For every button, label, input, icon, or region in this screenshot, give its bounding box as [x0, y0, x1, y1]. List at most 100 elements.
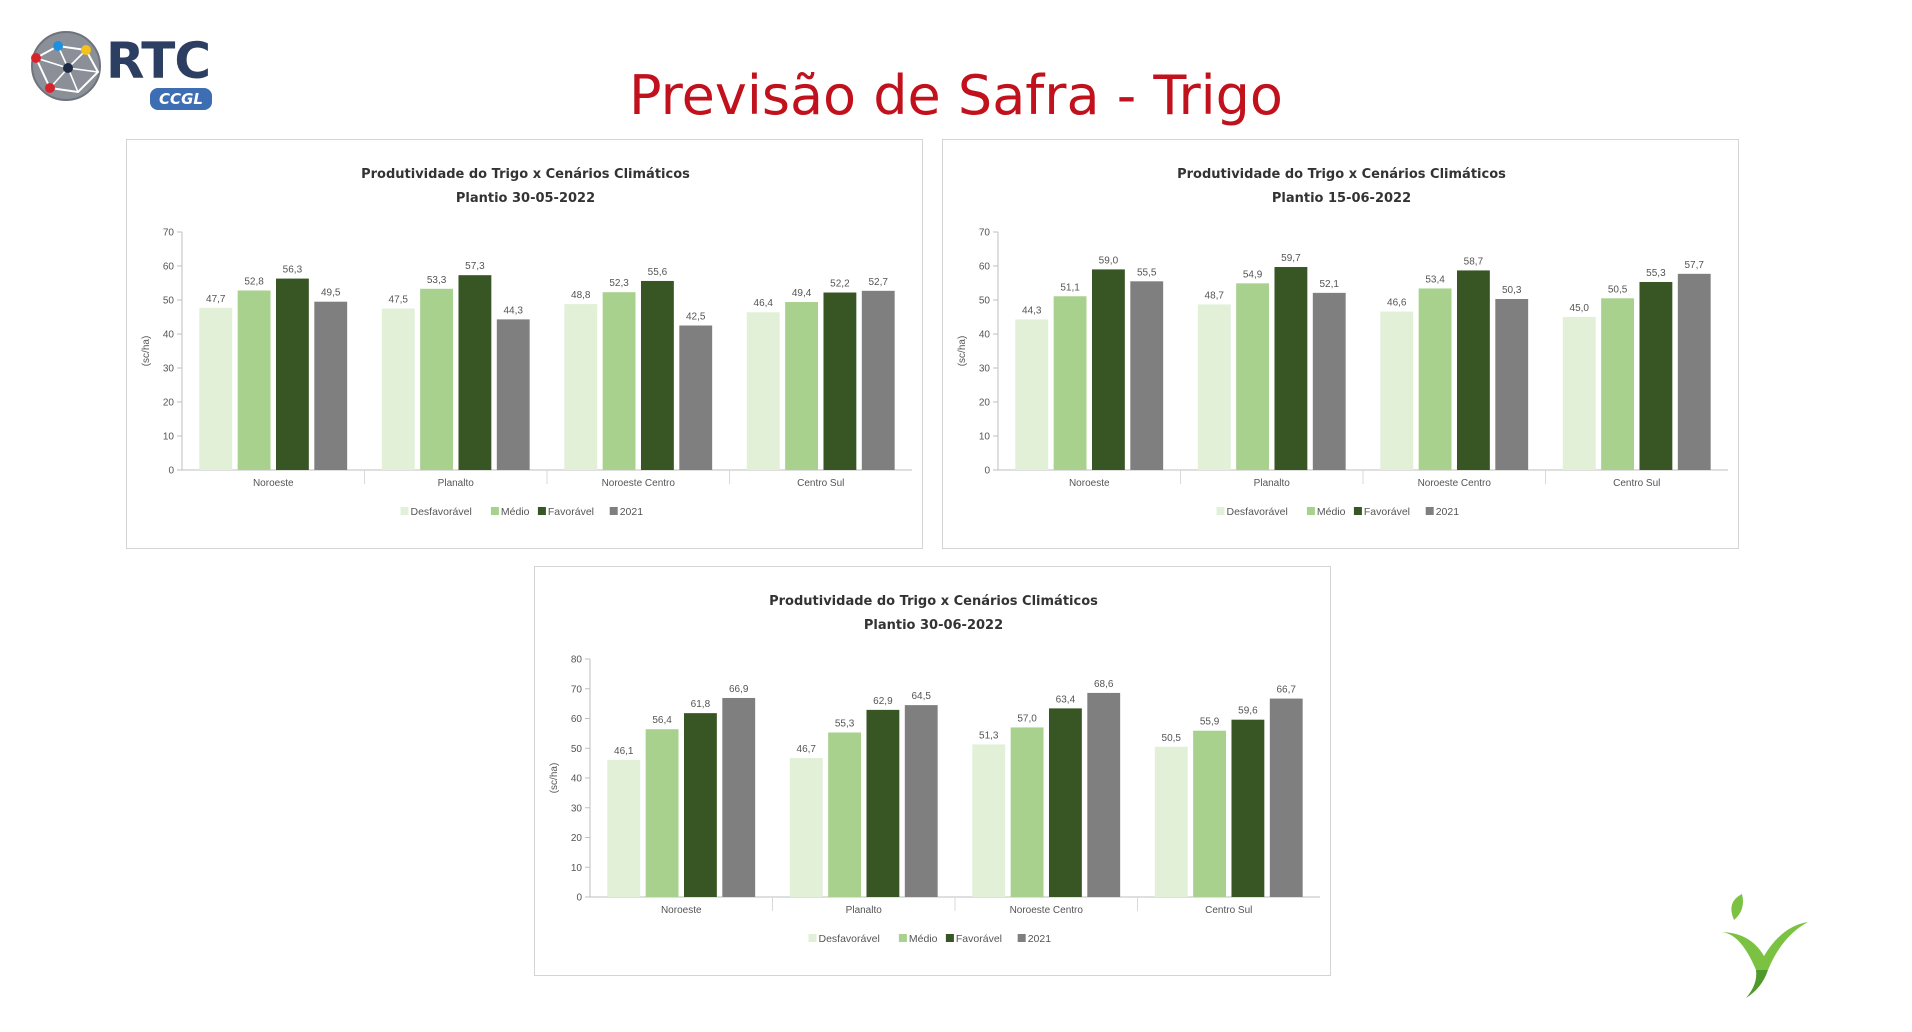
- data-label: 66,7: [1277, 685, 1297, 696]
- y-tick-label: 10: [979, 432, 991, 443]
- data-label: 55,6: [648, 267, 668, 278]
- bar: [866, 709, 900, 897]
- data-label: 55,3: [835, 718, 855, 729]
- y-tick-label: 70: [571, 684, 583, 695]
- bar: [679, 325, 713, 470]
- bar-chart-plantio-30-05: Produtividade do Trigo x Cenários Climát…: [141, 167, 912, 518]
- x-tick-label: Planalto: [438, 478, 475, 489]
- y-tick-label: 40: [571, 774, 583, 785]
- legend-label: Desfavorável: [819, 933, 880, 945]
- chart-panel-3: Produtividade do Trigo x Cenários Climát…: [534, 566, 1331, 976]
- bar: [1418, 288, 1452, 470]
- legend-label: Médio: [1317, 506, 1346, 518]
- legend-swatch: [1216, 507, 1225, 515]
- x-tick-label: Centro Sul: [1613, 478, 1660, 489]
- data-label: 45,0: [1570, 303, 1590, 314]
- y-tick-label: 30: [571, 803, 583, 814]
- data-label: 42,5: [686, 312, 706, 323]
- y-tick-label: 40: [163, 330, 175, 341]
- legend-label: Médio: [909, 933, 938, 945]
- y-tick-label: 20: [979, 398, 991, 409]
- bar: [1087, 692, 1121, 897]
- bar: [1015, 319, 1049, 470]
- data-label: 64,5: [912, 691, 932, 702]
- bar: [683, 713, 717, 897]
- chart-title: Produtividade do Trigo x Cenários Climát…: [1177, 167, 1506, 182]
- y-tick-label: 80: [571, 655, 583, 666]
- chart-subtitle: Plantio 15-06-2022: [1272, 191, 1411, 206]
- bar: [420, 288, 454, 470]
- y-tick-label: 30: [979, 364, 991, 375]
- legend-swatch: [808, 934, 817, 942]
- bar: [861, 290, 895, 470]
- bar: [645, 729, 679, 897]
- data-label: 63,4: [1056, 694, 1076, 705]
- bar: [1312, 292, 1346, 470]
- y-tick-label: 50: [571, 744, 583, 755]
- data-label: 46,1: [614, 746, 634, 757]
- data-label: 62,9: [873, 696, 893, 707]
- x-tick-label: Centro Sul: [1205, 905, 1252, 916]
- x-tick-label: Noroeste Centro: [1010, 905, 1084, 916]
- page-title: Previsão de Safra - Trigo: [629, 64, 1283, 127]
- x-tick-label: Planalto: [846, 905, 883, 916]
- bar: [1380, 311, 1414, 470]
- data-label: 52,2: [830, 279, 850, 290]
- legend-label: 2021: [620, 506, 644, 518]
- bar: [607, 759, 641, 897]
- data-label: 48,8: [571, 290, 591, 301]
- y-tick-label: 0: [168, 466, 174, 477]
- y-tick-label: 30: [163, 364, 175, 375]
- y-tick-label: 10: [163, 432, 175, 443]
- y-tick-label: 10: [571, 863, 583, 874]
- data-label: 58,7: [1464, 256, 1484, 267]
- bar: [564, 304, 598, 470]
- y-tick-label: 60: [979, 262, 991, 273]
- data-label: 49,4: [792, 288, 812, 299]
- bar: [1091, 269, 1125, 470]
- data-label: 52,3: [609, 278, 629, 289]
- y-tick-label: 20: [571, 833, 583, 844]
- bar: [1601, 298, 1635, 470]
- legend-label: Desfavorável: [1227, 506, 1288, 518]
- y-tick-label: 20: [163, 398, 175, 409]
- data-label: 52,8: [244, 276, 264, 287]
- bar: [458, 275, 492, 470]
- bar: [237, 290, 271, 470]
- legend-swatch: [1306, 507, 1315, 515]
- data-label: 53,4: [1425, 274, 1445, 285]
- data-label: 52,7: [869, 277, 889, 288]
- bar: [1130, 281, 1164, 470]
- bar: [1236, 283, 1270, 470]
- y-tick-label: 70: [979, 228, 991, 239]
- data-label: 56,4: [652, 715, 672, 726]
- bar-chart-plantio-15-06: Produtividade do Trigo x Cenários Climát…: [957, 167, 1728, 518]
- x-tick-label: Centro Sul: [797, 478, 844, 489]
- logo-badge: CCGL: [150, 88, 212, 110]
- bar: [785, 302, 819, 470]
- legend-swatch: [898, 934, 907, 942]
- data-label: 61,8: [691, 699, 711, 710]
- chart-panel-1: Produtividade do Trigo x Cenários Climát…: [126, 139, 923, 549]
- bar: [823, 292, 857, 470]
- legend-swatch: [945, 934, 954, 942]
- y-axis-label: (sc/ha): [141, 336, 152, 367]
- data-label: 51,1: [1060, 282, 1080, 293]
- data-label: 68,6: [1094, 679, 1114, 690]
- data-label: 48,7: [1205, 290, 1225, 301]
- chart-title: Produtividade do Trigo x Cenários Climát…: [769, 594, 1098, 609]
- data-label: 49,5: [321, 288, 341, 299]
- y-axis-label: (sc/ha): [957, 336, 968, 367]
- y-tick-label: 60: [571, 714, 583, 725]
- y-axis-label: (sc/ha): [549, 763, 560, 794]
- data-label: 46,6: [1387, 298, 1407, 309]
- data-label: 53,3: [427, 275, 447, 286]
- bar: [314, 301, 348, 470]
- bar: [1048, 708, 1082, 897]
- data-label: 55,5: [1137, 267, 1157, 278]
- legend-label: 2021: [1436, 506, 1460, 518]
- data-label: 46,7: [797, 744, 817, 755]
- legend-label: Médio: [501, 506, 530, 518]
- y-tick-label: 50: [979, 296, 991, 307]
- sprout-logo-icon: [1720, 894, 1808, 998]
